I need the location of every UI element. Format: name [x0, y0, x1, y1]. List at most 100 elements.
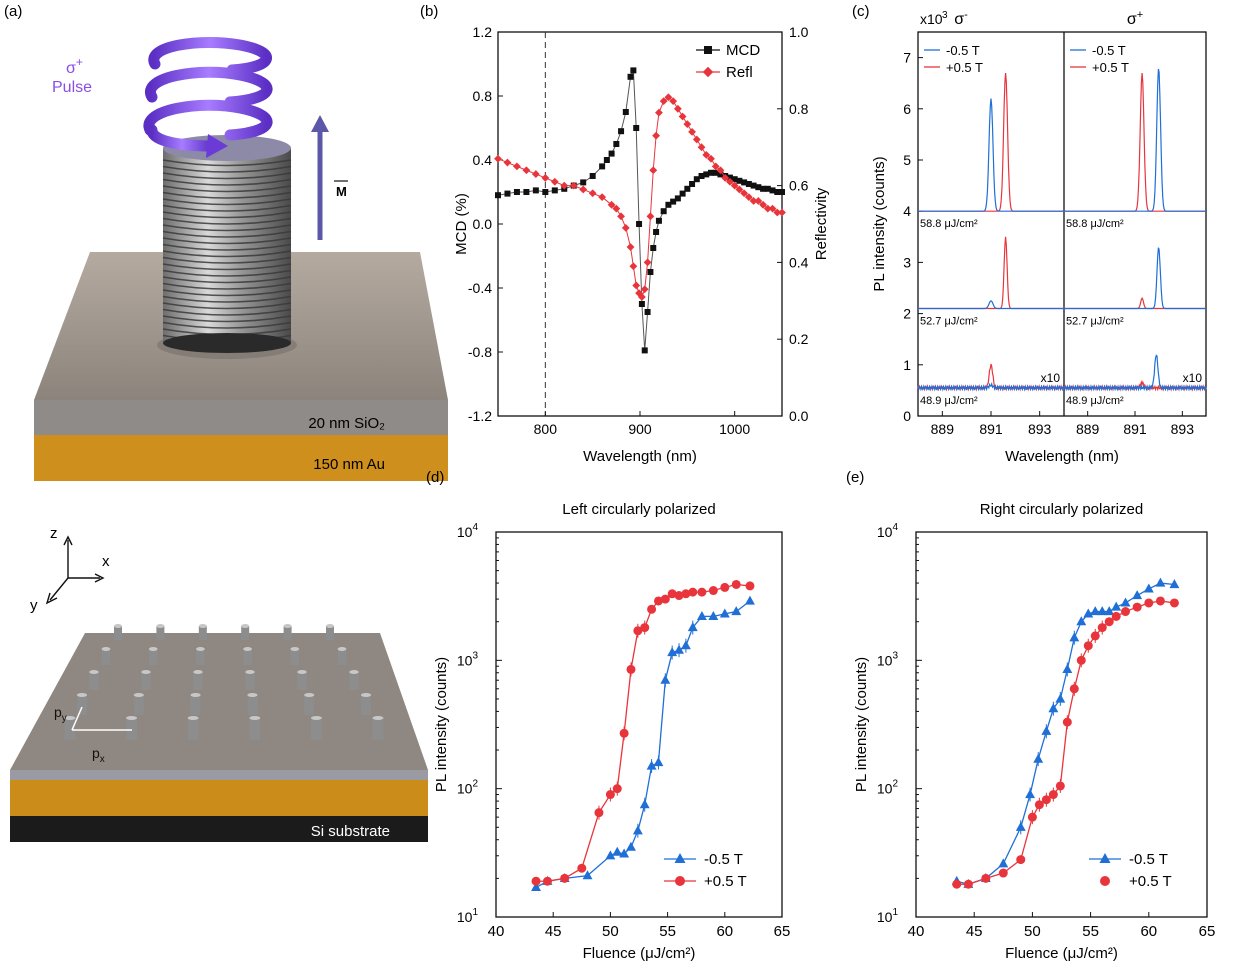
y-tick-label: 4: [903, 203, 911, 219]
y-multiplier-exp: 3: [942, 10, 948, 21]
data-point: [773, 208, 782, 217]
data-point: [660, 594, 670, 604]
x-tick-label: 45: [545, 923, 562, 940]
data-point: [653, 757, 664, 767]
data-point: [998, 858, 1009, 868]
array-pillar: [187, 718, 199, 740]
legend-label: +0.5 T: [704, 873, 747, 890]
y-right-tick-label: 0.8: [789, 101, 809, 117]
data-point: [622, 109, 629, 115]
data-point: [716, 166, 725, 175]
array-pillar-top: [187, 716, 199, 720]
array-pillar-top: [198, 624, 207, 628]
legend-label: -0.5 T: [704, 851, 743, 868]
array-pillar-top: [360, 693, 372, 697]
data-point: [741, 179, 748, 186]
spectrum-trace: [1064, 72, 1206, 212]
column-title: σ-: [954, 9, 968, 28]
data-point: [598, 193, 607, 202]
data-point: [569, 181, 578, 190]
x-tick-label: 55: [659, 923, 676, 940]
axis-x-label: x: [102, 553, 110, 570]
data-point: [1132, 602, 1142, 612]
data-point: [726, 177, 734, 186]
data-point: [1062, 663, 1073, 673]
py-arrow: [71, 706, 83, 731]
pillar-stripe: [162, 302, 292, 310]
spectrum-trace: [918, 98, 1064, 212]
array-pillar-top: [297, 670, 307, 674]
array-pillar: [297, 672, 307, 690]
x-tick-label: 891: [979, 421, 1003, 437]
px-label: px: [92, 745, 105, 765]
plot-frame: [917, 31, 1207, 417]
data-point: [740, 189, 749, 198]
data-point: [759, 200, 767, 209]
data-point: [646, 212, 655, 221]
array-gold-layer: [10, 780, 428, 816]
array-pillar-top: [304, 693, 315, 697]
array-pillar: [190, 695, 201, 715]
pillar-stripes: [162, 159, 292, 342]
data-point: [641, 347, 648, 354]
data-point: [712, 169, 719, 176]
data-point: [531, 876, 541, 886]
data-point: [612, 784, 622, 794]
pillar-stripe: [162, 230, 292, 238]
data-point: [582, 870, 593, 880]
data-point: [731, 176, 738, 183]
array-pillar: [247, 695, 258, 715]
data-point: [659, 97, 668, 106]
spectrum-trace: [1063, 354, 1207, 392]
pillar-stripe: [162, 185, 292, 193]
chart-b: (b) -1.2 -0.8 -0.4 0.0 0.4 0.8 1.2 0.0 0.2 0.4 0.6 0…: [420, 3, 830, 465]
data-point: [646, 760, 657, 770]
pillar-stripe: [162, 263, 292, 271]
array-pillar-top: [141, 670, 151, 674]
x-tick-label: 45: [966, 923, 983, 940]
data-point: [542, 189, 549, 195]
panel-label: (d): [426, 469, 444, 486]
array-pillar: [283, 626, 292, 640]
y-axis-label: PL intensity (counts): [853, 657, 870, 792]
data-point: [1034, 800, 1044, 810]
data-point: [551, 187, 558, 194]
data-point: [687, 622, 698, 632]
data-point: [626, 841, 636, 851]
data-point: [1025, 789, 1036, 799]
data-point: [630, 67, 637, 74]
series-line: [497, 96, 782, 299]
array-pillar: [148, 649, 158, 665]
data-point: [697, 143, 706, 152]
data-point: [708, 169, 714, 176]
data-point: [1083, 641, 1093, 651]
array-pillar: [64, 718, 76, 740]
x-tick-label: 893: [1028, 421, 1052, 437]
array-pillar-top: [193, 670, 203, 674]
axis-y-label: y: [30, 597, 38, 614]
panel-c-label: (c): [852, 3, 870, 20]
legend-marker: [1100, 876, 1110, 886]
legend-marker: [675, 876, 685, 886]
y-tick-label: 0: [903, 408, 911, 424]
data-point: [632, 281, 641, 290]
data-point: [655, 108, 663, 117]
sio2-layer: [34, 400, 448, 435]
x-tick-label: 60: [716, 923, 733, 940]
x-tick-label: 50: [602, 923, 619, 940]
array-pillar-top: [148, 647, 158, 651]
data-point: [640, 285, 649, 294]
data-point: [640, 623, 650, 633]
x-tick-label: 800: [534, 421, 558, 437]
series-line: [497, 70, 782, 351]
data-point: [717, 171, 724, 178]
pillar-stripe: [162, 224, 292, 232]
array-sio2-layer: [10, 770, 428, 780]
data-point: [579, 185, 588, 194]
y-tick-label: 104: [877, 522, 899, 540]
y-right-axis-label: Reflectivity: [813, 187, 830, 260]
panel-array: z x y Si substrate py px: [10, 525, 428, 842]
data-point: [708, 610, 719, 620]
data-point: [627, 73, 634, 80]
